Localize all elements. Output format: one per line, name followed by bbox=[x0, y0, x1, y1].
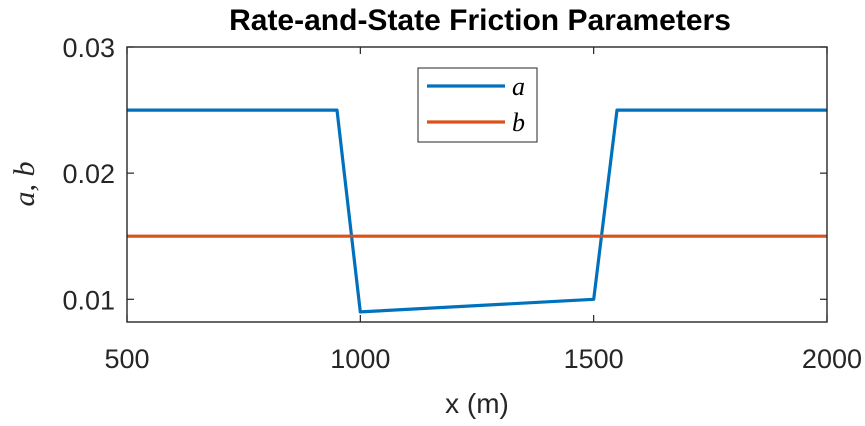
series-line-a bbox=[127, 108, 827, 314]
x-tick-label: 1000 bbox=[330, 344, 390, 374]
x-tick-label: 1500 bbox=[564, 344, 624, 374]
y-axis-label: a, b bbox=[8, 162, 41, 207]
x-tick-label: 2000 bbox=[802, 344, 862, 374]
y-tick-label: 0.01 bbox=[62, 285, 115, 315]
chart-title: Rate-and-State Friction Parameters bbox=[229, 4, 731, 37]
y-tick-label: 0.02 bbox=[62, 159, 115, 189]
legend-label-a: a bbox=[512, 72, 525, 101]
y-axis: 0.01 0.02 0.03 bbox=[62, 33, 827, 315]
legend-box bbox=[417, 67, 538, 143]
x-axis: 500 1000 1500 2000 bbox=[104, 47, 862, 374]
x-tick-label: 500 bbox=[104, 344, 149, 374]
legend-label-b: b bbox=[512, 108, 525, 137]
legend: a b bbox=[417, 67, 538, 143]
axes-box bbox=[126, 46, 828, 323]
plot-area bbox=[127, 108, 827, 314]
x-axis-label: x (m) bbox=[445, 388, 509, 419]
y-tick-label: 0.03 bbox=[62, 33, 115, 63]
